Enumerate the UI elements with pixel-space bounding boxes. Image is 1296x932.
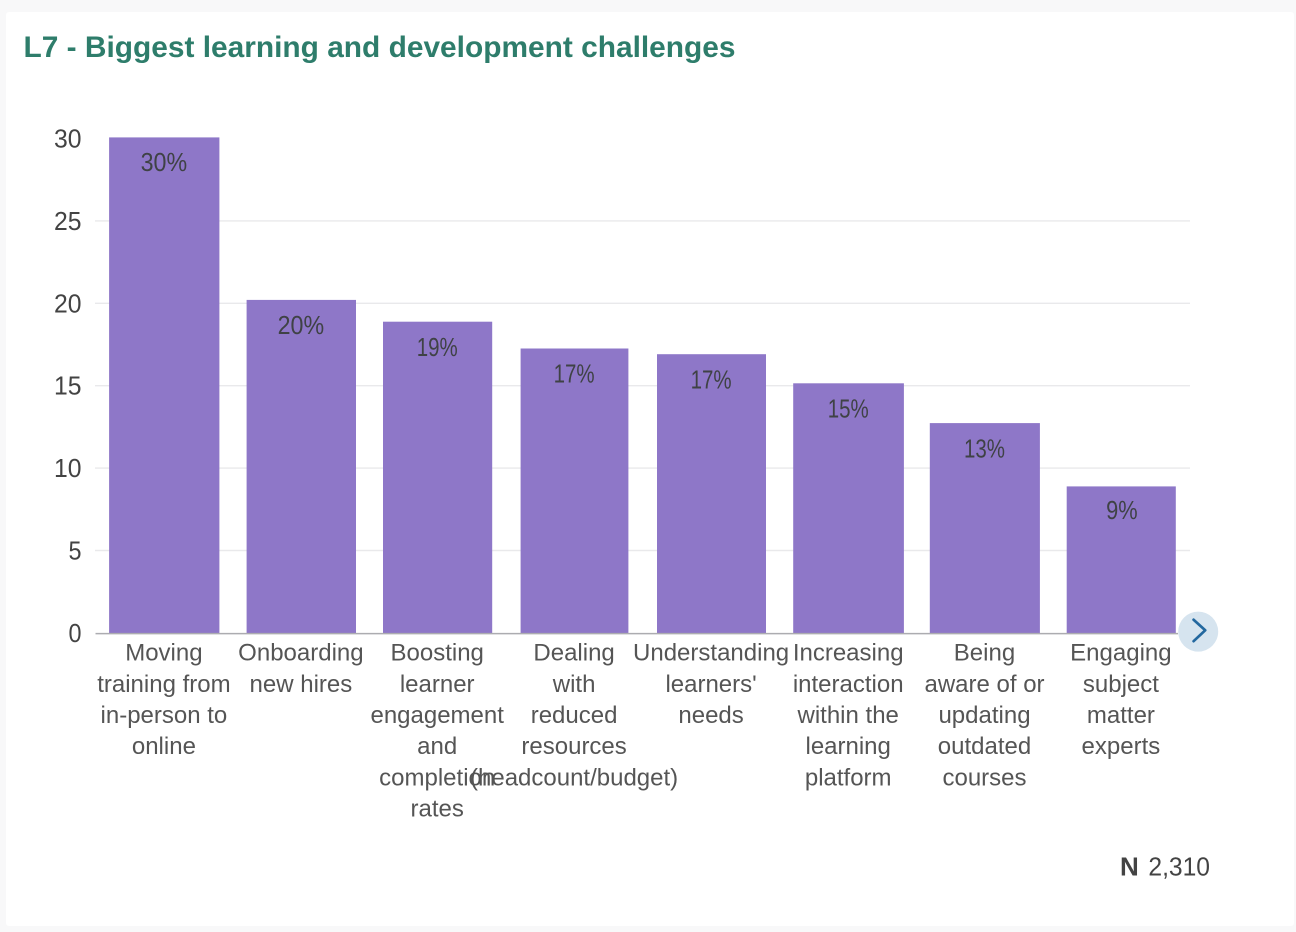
svg-text:10: 10: [54, 453, 82, 483]
svg-text:25: 25: [54, 206, 82, 236]
svg-text:5: 5: [69, 536, 82, 566]
svg-text:13%: 13%: [964, 433, 1005, 463]
svg-text:20: 20: [54, 288, 82, 318]
svg-text:training from: training from: [97, 671, 230, 698]
svg-text:updating: updating: [938, 702, 1030, 729]
svg-text:online: online: [132, 733, 196, 760]
svg-text:learning: learning: [805, 733, 890, 760]
svg-text:L7 - Biggest learning and deve: L7 - Biggest learning and development ch…: [24, 31, 736, 64]
svg-text:17%: 17%: [691, 364, 732, 394]
svg-text:15: 15: [54, 371, 82, 401]
svg-text:learner: learner: [400, 671, 475, 698]
svg-text:subject: subject: [1083, 671, 1159, 698]
svg-text:within the: within the: [797, 702, 899, 729]
svg-text:N2,310: N 2,310: [1120, 852, 1210, 882]
svg-text:needs: needs: [678, 702, 743, 729]
svg-text:(headcount/budget): (headcount/budget): [470, 764, 678, 791]
svg-text:Dealing: Dealing: [533, 640, 614, 667]
svg-text:platform: platform: [805, 764, 892, 791]
svg-text:resources: resources: [521, 733, 626, 760]
svg-text:learners': learners': [665, 671, 756, 698]
svg-text:engagement: engagement: [370, 702, 504, 729]
svg-text:aware of or: aware of or: [924, 671, 1044, 698]
svg-text:Boosting: Boosting: [390, 640, 483, 667]
svg-text:outdated: outdated: [938, 733, 1031, 760]
svg-text:9%: 9%: [1106, 495, 1138, 525]
svg-text:30%: 30%: [141, 147, 188, 177]
svg-text:Being: Being: [954, 640, 1015, 667]
svg-text:Engaging: Engaging: [1070, 640, 1171, 667]
svg-text:reduced: reduced: [531, 702, 618, 729]
svg-text:in-person to: in-person to: [101, 702, 228, 729]
svg-text:0: 0: [69, 618, 82, 648]
svg-text:and: and: [417, 733, 457, 760]
svg-text:interaction: interaction: [793, 671, 904, 698]
svg-text:Onboarding: Onboarding: [238, 640, 363, 667]
svg-text:15%: 15%: [828, 394, 869, 424]
svg-text:17%: 17%: [554, 359, 595, 389]
svg-text:courses: courses: [942, 764, 1026, 791]
svg-text:19%: 19%: [417, 332, 458, 362]
svg-text:completion: completion: [379, 764, 495, 791]
svg-text:matter: matter: [1087, 702, 1155, 729]
svg-text:with: with: [552, 671, 596, 698]
svg-text:Moving: Moving: [125, 640, 202, 667]
svg-text:experts: experts: [1082, 733, 1161, 760]
svg-text:rates: rates: [411, 796, 464, 823]
svg-text:Increasing: Increasing: [793, 640, 904, 667]
svg-text:new hires: new hires: [250, 671, 353, 698]
svg-text:20%: 20%: [278, 310, 325, 340]
svg-text:Understanding: Understanding: [633, 640, 789, 667]
svg-text:30: 30: [54, 123, 82, 153]
